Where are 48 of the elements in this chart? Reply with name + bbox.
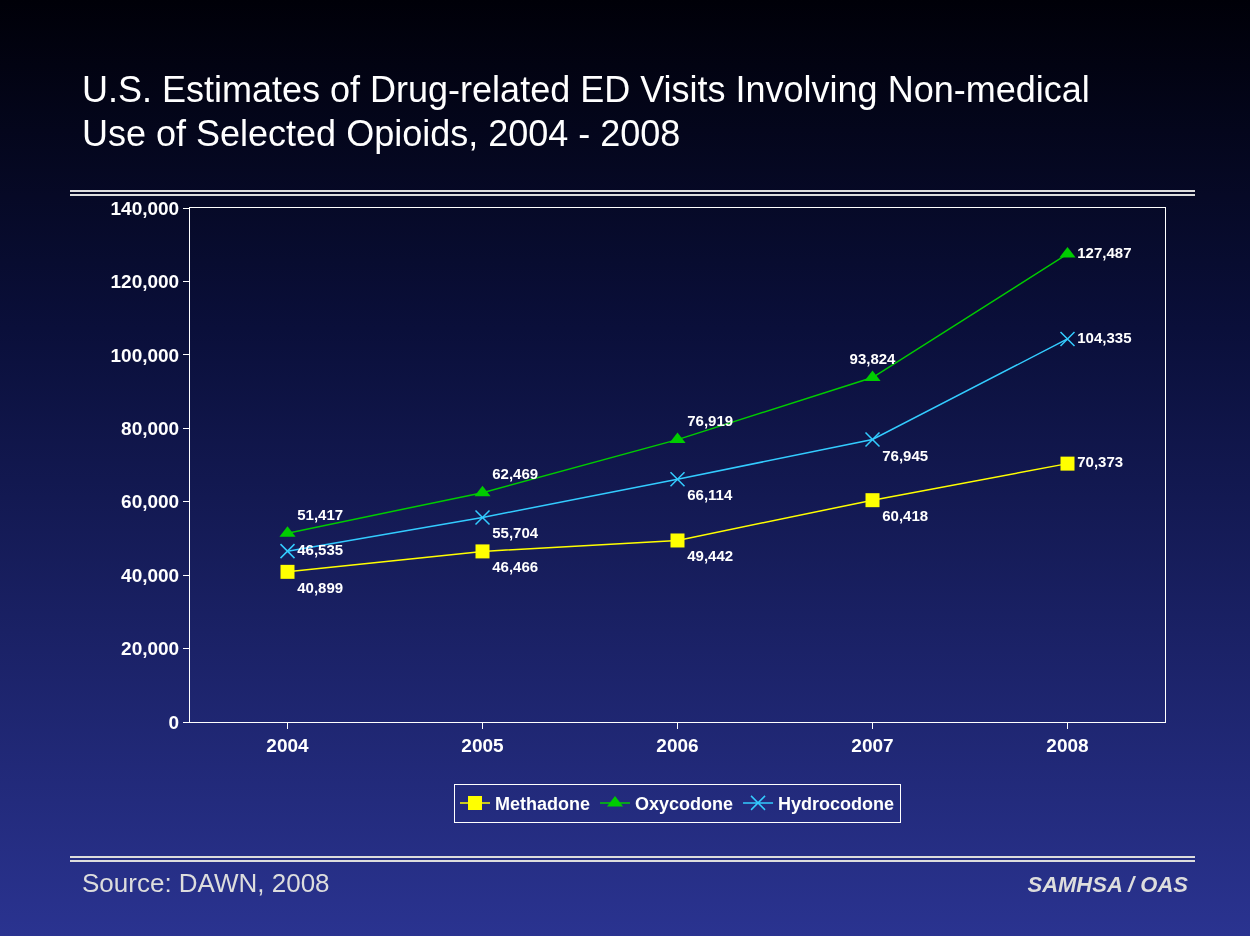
data-label: 51,417 [297,505,344,523]
point [864,370,881,382]
data-label: 46,535 [297,540,344,558]
data-label: 70,373 [1077,453,1124,471]
point [669,432,686,444]
y-tick-label: 120,000 [110,271,180,293]
data-label: 104,335 [1077,328,1132,346]
data-label: 76,919 [687,412,734,430]
point [1060,456,1075,471]
y-tick-label: 20,000 [121,638,180,660]
data-label: 60,418 [882,507,929,525]
y-tick-label: 80,000 [121,417,180,439]
source-note: Source: DAWN, 2008 [82,868,330,899]
x-tick-label: 2006 [656,734,699,756]
x-tick-label: 2007 [851,734,894,756]
point [475,544,490,559]
data-label: 62,469 [492,465,539,483]
data-label: 66,114 [687,486,733,504]
point [864,431,881,448]
y-tick-label: 60,000 [121,491,180,513]
point [1059,246,1076,258]
chart-title: U.S. Estimates of Drug-related ED Visits Involving Non-medical Use of Selected Opioids, 2004 - 2008 [82,68,1091,156]
point [670,533,685,548]
point [474,509,491,526]
data-label: 49,442 [687,547,734,565]
legend-label: Hydrocodone [778,793,895,814]
legend-label: Methadone [495,793,591,814]
data-label: 93,824 [849,350,897,368]
data-label: 127,487 [1077,243,1132,261]
legend-label: Oxycodone [635,793,734,814]
data-label: 40,899 [297,578,344,596]
point [865,493,880,508]
text: SAMHSA / OAS [1027,872,1188,898]
y-tick-label: 0 [168,711,180,733]
data-label: 55,704 [492,524,539,542]
point [280,564,295,579]
x-tick-label: 2005 [461,734,505,756]
data-label: 76,945 [882,446,929,464]
x-tick-label: 2008 [1046,734,1089,756]
y-tick-label: 100,000 [110,344,180,366]
point [669,471,686,488]
point [1059,331,1076,347]
data-label: 46,466 [492,558,539,576]
y-tick-label: 140,000 [110,197,180,219]
x-tick-label: 2004 [266,734,310,756]
y-tick-label: 40,000 [121,564,180,586]
point [279,543,296,559]
point [474,485,491,497]
